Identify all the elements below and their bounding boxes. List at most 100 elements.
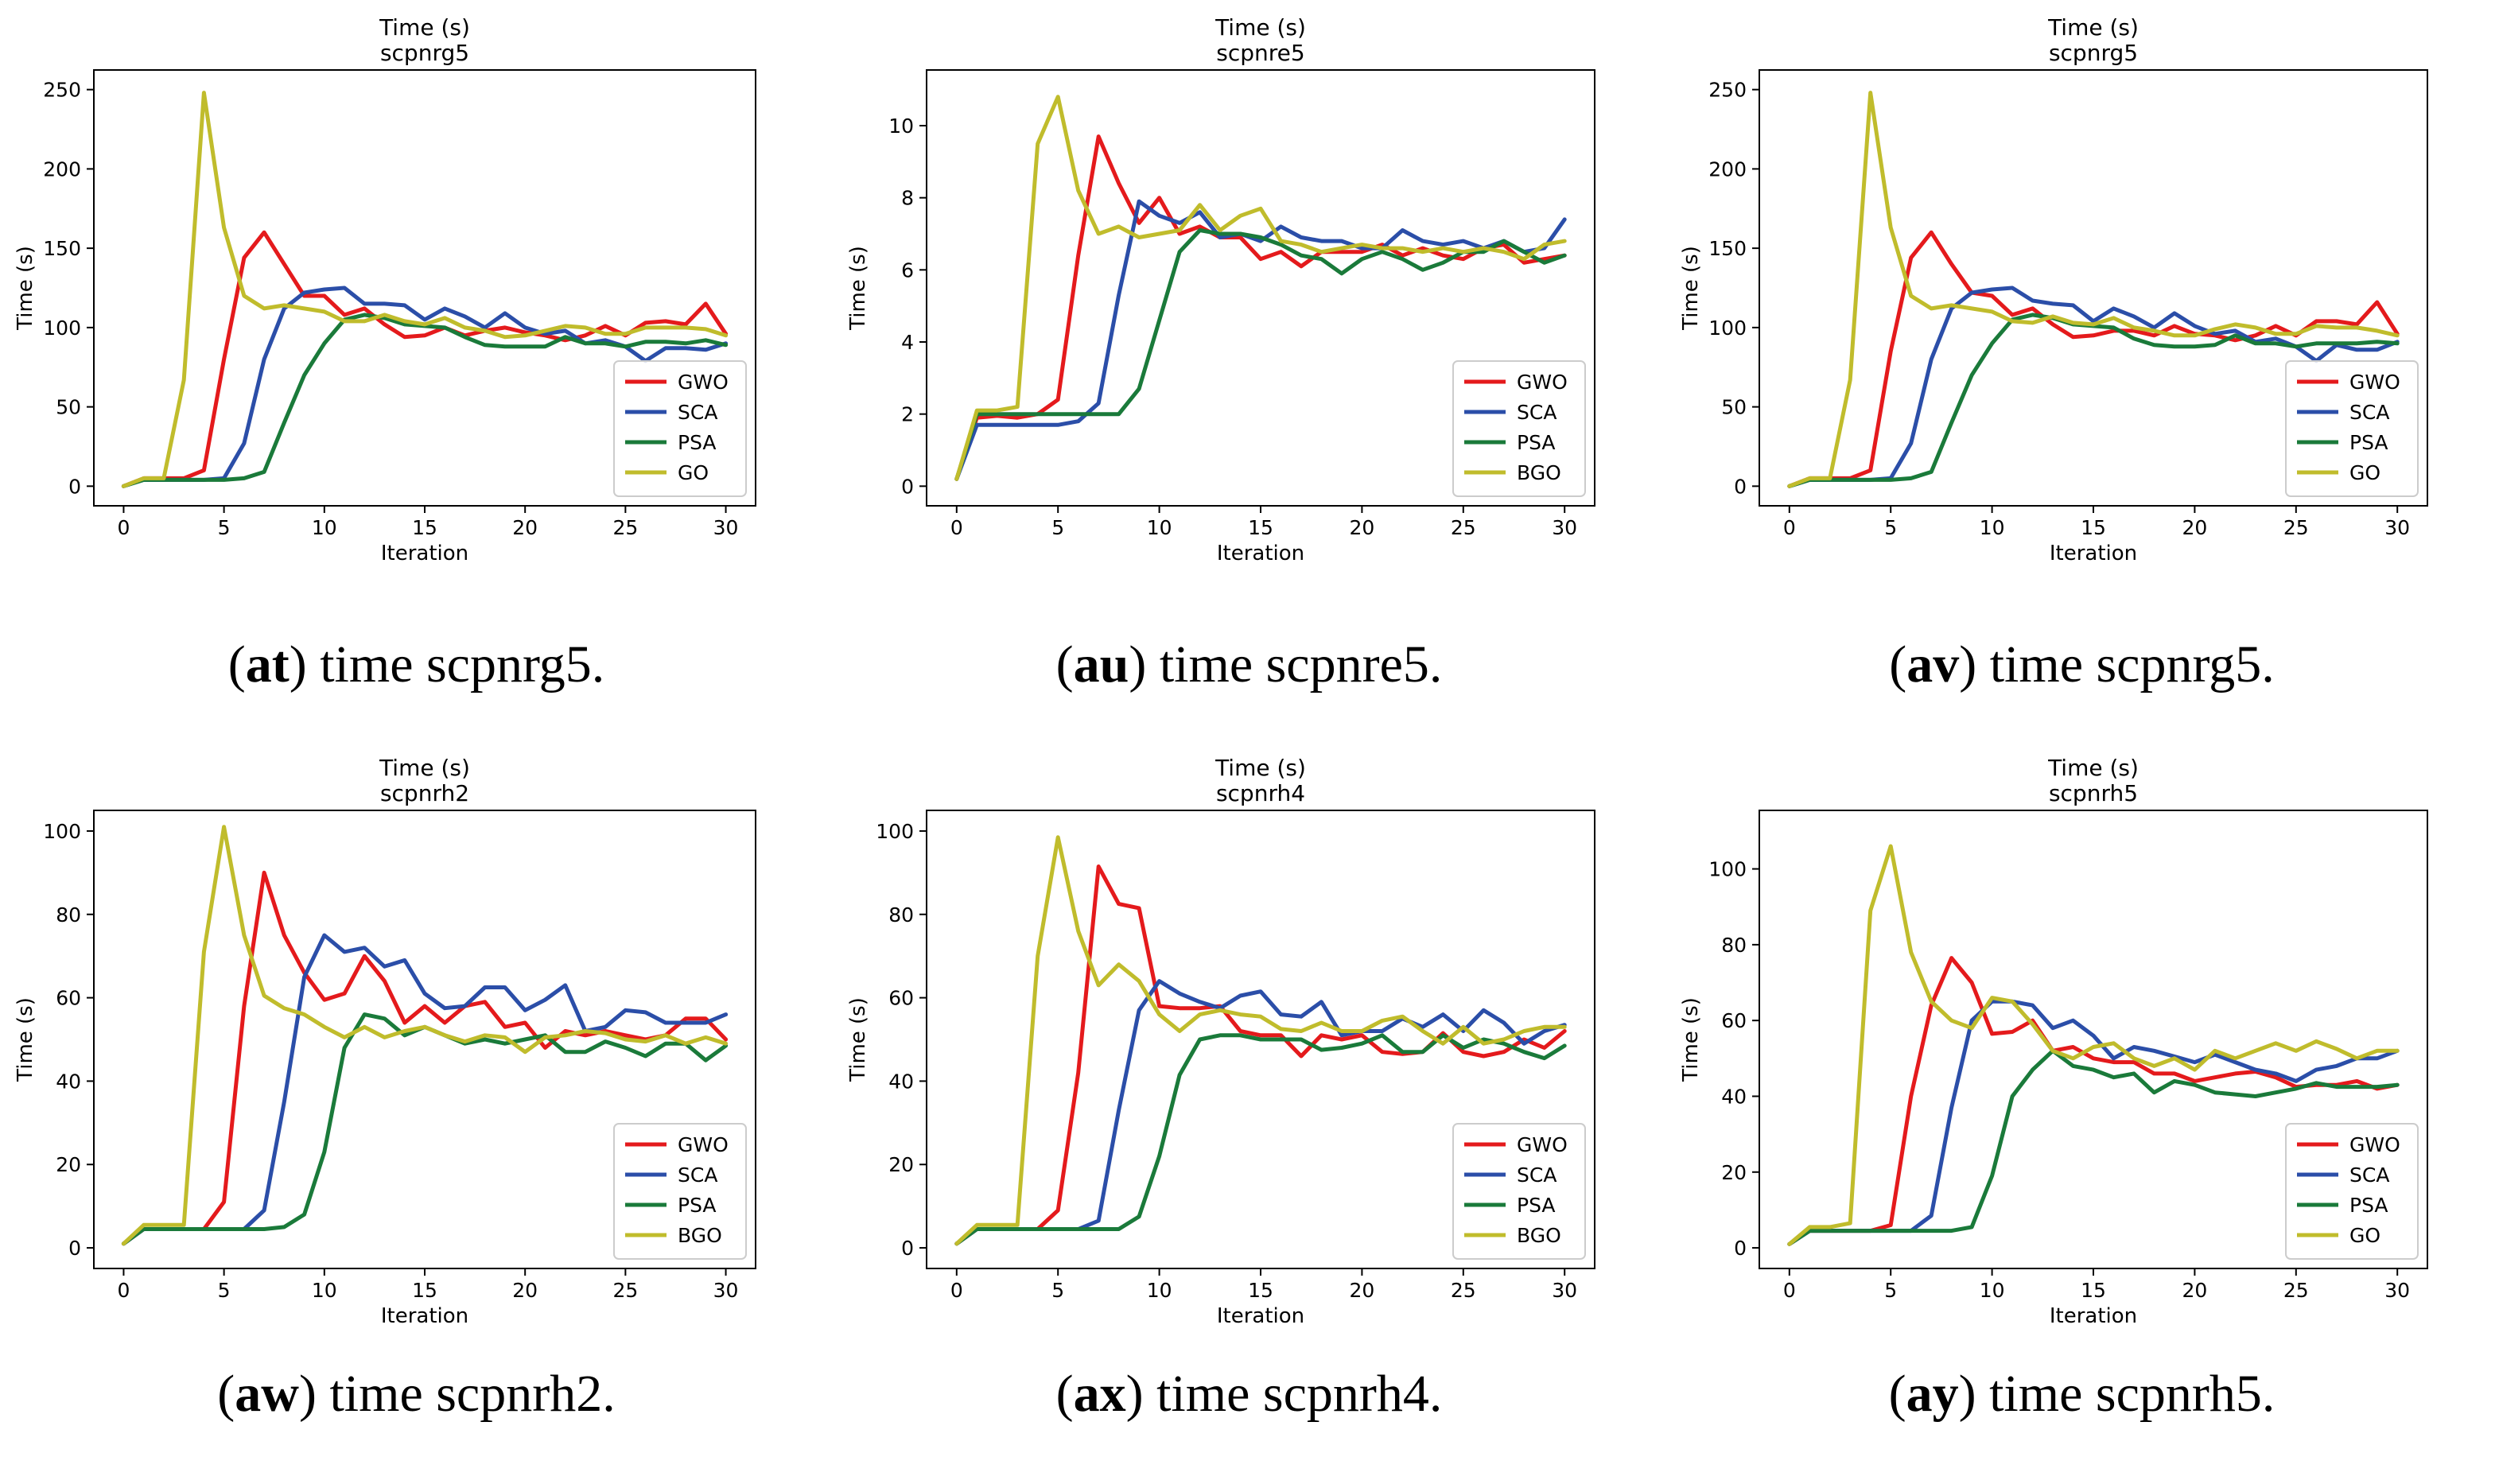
y-tick-label: 100 (876, 820, 914, 843)
x-tick-label: 5 (1884, 516, 1897, 539)
y-axis-label: Time (s) (846, 997, 870, 1082)
legend-label: GWO (1517, 1133, 1568, 1156)
legend-label: PSA (1517, 431, 1556, 454)
y-tick-label: 200 (1708, 157, 1747, 181)
chart-title: Time (s) (1215, 755, 1306, 781)
y-tick-label: 20 (888, 1153, 914, 1176)
x-tick-label: 10 (1147, 516, 1172, 539)
x-tick-label: 20 (512, 1279, 538, 1302)
x-tick-label: 20 (512, 516, 538, 539)
legend-box (1452, 360, 1586, 497)
x-tick-label: 15 (412, 516, 437, 539)
x-tick-label: 25 (1451, 516, 1476, 539)
series-line-go (121, 91, 729, 488)
x-tick-label: 15 (1248, 516, 1273, 539)
chart-subtitle: scpnrh2 (380, 780, 469, 806)
y-tick-label: 40 (56, 1070, 81, 1093)
x-axis-label: Iteration (381, 1304, 468, 1328)
x-tick-label: 30 (713, 516, 739, 539)
legend-label: PSA (1517, 1194, 1556, 1217)
chart-title: Time (s) (2047, 755, 2139, 781)
y-axis-label: Time (s) (14, 246, 37, 331)
y-axis-label: Time (s) (1679, 246, 1703, 331)
y-tick-label: 100 (1708, 317, 1747, 340)
x-tick-label: 25 (2283, 516, 2309, 539)
x-tick-label: 0 (950, 1279, 963, 1302)
y-axis-label: Time (s) (1679, 997, 1703, 1082)
legend-label: SCA (678, 1164, 717, 1187)
y-tick-label: 150 (1708, 237, 1747, 260)
y-tick-label: 0 (901, 475, 914, 498)
legend-box (2285, 1123, 2419, 1260)
chart-panel: Time (s) scpnrg5 0 5 10 15 20 25 30 0 50 100 150 200 2… (0, 0, 833, 742)
x-tick-label: 0 (1783, 516, 1796, 539)
x-tick-label: 0 (117, 1279, 130, 1302)
x-tick-label: 10 (1980, 516, 2005, 539)
x-tick-label: 25 (612, 516, 638, 539)
x-tick-label: 30 (1552, 516, 1577, 539)
x-tick-label: 5 (1884, 1279, 1897, 1302)
x-axis-label: Iteration (2050, 542, 2137, 565)
y-tick-label: 200 (43, 157, 81, 181)
y-tick-label: 60 (1721, 1009, 1747, 1032)
y-tick-label: 80 (1721, 934, 1747, 957)
panel-caption: (aw) time scpnrh2. (217, 1365, 616, 1423)
panel-caption: (at) time scpnrg5. (227, 635, 605, 693)
y-tick-label: 2 (901, 403, 914, 426)
legend-label: PSA (678, 431, 717, 454)
y-tick-label: 40 (888, 1070, 914, 1093)
x-tick-label: 30 (713, 1279, 739, 1302)
y-tick-label: 150 (43, 237, 81, 260)
legend-label: GWO (678, 371, 729, 394)
y-tick-label: 100 (43, 820, 81, 843)
x-tick-label: 15 (2081, 1279, 2106, 1302)
series-line-bgo (954, 835, 1567, 1246)
x-tick-label: 25 (2283, 1279, 2309, 1302)
y-tick-label: 50 (1721, 396, 1747, 419)
chart-title: Time (s) (379, 14, 470, 41)
x-tick-label: 0 (950, 516, 963, 539)
legend-label: SCA (2349, 1164, 2389, 1187)
series-line-go (1787, 91, 2400, 488)
chart-subtitle: scpnre5 (1216, 40, 1304, 66)
x-tick-label: 5 (218, 1279, 231, 1302)
chart-panel: Time (s) scpnrg5 0 5 10 15 20 25 30 0 50 100 150 200 2… (1665, 0, 2498, 742)
x-tick-label: 20 (2182, 516, 2207, 539)
legend-box (613, 1123, 747, 1260)
x-tick-label: 15 (1248, 1279, 1273, 1302)
x-axis-label: Iteration (2050, 1304, 2137, 1328)
y-tick-label: 80 (888, 903, 914, 927)
x-tick-label: 30 (2384, 1279, 2410, 1302)
x-tick-label: 10 (312, 516, 337, 539)
series-line-gwo (954, 864, 1567, 1246)
legend-label: GWO (1517, 371, 1568, 394)
series-line-go (1787, 844, 2400, 1246)
y-tick-label: 20 (1721, 1161, 1747, 1184)
x-axis-label: Iteration (1217, 542, 1304, 565)
x-tick-label: 30 (1552, 1279, 1577, 1302)
y-tick-label: 100 (1708, 858, 1747, 881)
x-tick-label: 30 (2384, 516, 2410, 539)
x-tick-label: 25 (1451, 1279, 1476, 1302)
panel-caption: (ay) time scpnrh5. (1888, 1365, 2276, 1423)
y-tick-label: 0 (1734, 475, 1747, 498)
x-tick-label: 10 (1980, 1279, 2005, 1302)
legend-label: SCA (1517, 401, 1557, 424)
legend-label: PSA (2349, 1194, 2388, 1217)
legend-label: SCA (678, 401, 717, 424)
panel-caption: (av) time scpnrg5. (1889, 635, 2275, 693)
chart-panel: Time (s) scpnre5 0 5 10 15 20 25 30 0 2 4 6 8 10 Iterat… (833, 0, 1665, 742)
series-line-gwo (121, 870, 729, 1246)
y-tick-label: 0 (1734, 1237, 1747, 1260)
y-tick-label: 250 (43, 79, 81, 102)
x-tick-label: 5 (218, 516, 231, 539)
x-tick-label: 0 (117, 516, 130, 539)
y-tick-label: 4 (901, 331, 914, 354)
series-line-psa (954, 1033, 1567, 1246)
